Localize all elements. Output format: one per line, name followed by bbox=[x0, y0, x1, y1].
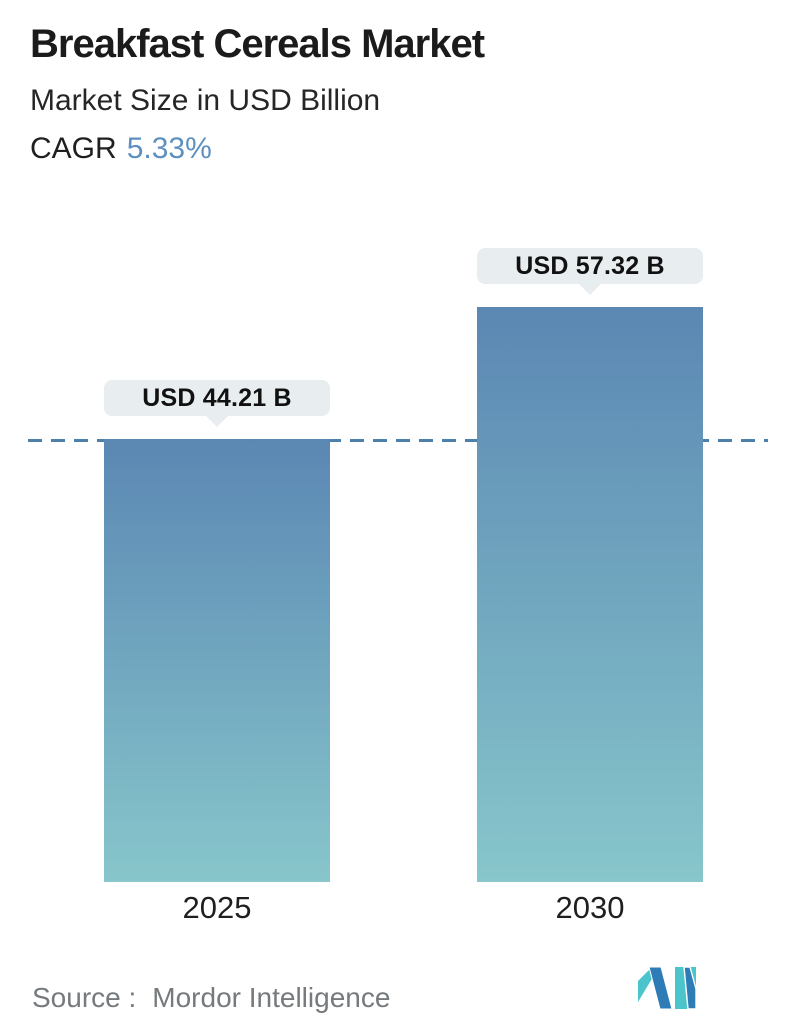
source-label: Source : bbox=[32, 982, 137, 1013]
chart-title: Breakfast Cereals Market bbox=[30, 22, 485, 66]
bar-2030 bbox=[477, 307, 703, 882]
callout-pointer-icon bbox=[205, 415, 229, 427]
cagr-value: 5.33% bbox=[126, 132, 212, 165]
cagr-line: CAGR 5.33% bbox=[30, 132, 212, 167]
mordor-intelligence-logo bbox=[638, 966, 697, 1010]
bar-2025 bbox=[104, 439, 330, 882]
value-pill-2025: USD 44.21 B bbox=[104, 380, 330, 416]
callout-pointer-icon bbox=[578, 283, 602, 295]
value-callout-2025: USD 44.21 B bbox=[104, 380, 330, 427]
source-attribution: Source : Mordor Intelligence bbox=[32, 982, 390, 1014]
cagr-label: CAGR bbox=[30, 132, 117, 165]
source-value: Mordor Intelligence bbox=[152, 982, 391, 1013]
reference-dashed-line bbox=[28, 439, 768, 442]
value-pill-2030: USD 57.32 B bbox=[477, 248, 703, 284]
value-callout-2030: USD 57.32 B bbox=[477, 248, 703, 295]
chart-subtitle: Market Size in USD Billion bbox=[30, 84, 381, 117]
x-axis-label-2030: 2030 bbox=[555, 890, 625, 925]
logo-m-icon bbox=[638, 966, 697, 1010]
x-axis-label-2025: 2025 bbox=[182, 890, 252, 925]
